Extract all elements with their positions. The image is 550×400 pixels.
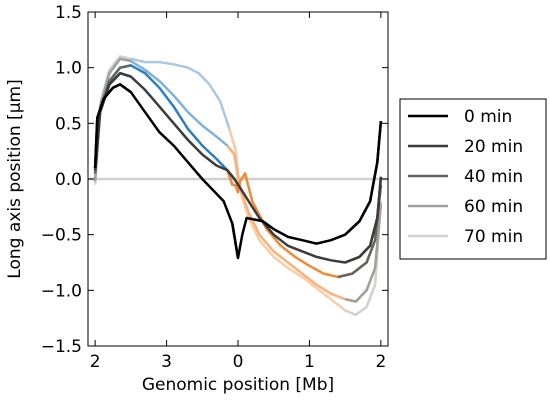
series-line-origin-right [344,203,383,303]
series-line-origin-left [93,83,132,168]
legend-label: 0 min [464,107,512,127]
legend-box [399,98,547,260]
legend-entry-4: 70 min [408,227,523,247]
y-tick-label: 1.0 [55,59,82,79]
legend-entry-2: 40 min [408,167,523,187]
series-line-origin-right [344,120,383,236]
ticks-layer: 2 3 0 1 2 −1.5 −1.0 −0.5 0.0 0.5 1.0 1.5 [41,3,388,372]
series-line-left-arm [93,64,240,193]
x-tick-label: 1 [304,352,315,372]
series-0-min [93,83,383,260]
y-tick-label: 1.5 [55,3,82,23]
legend-label: 20 min [464,137,523,157]
legend-entry-0: 0 min [408,107,512,127]
y-tick-label: −0.5 [41,226,82,246]
series-20-min [93,71,383,264]
y-axis-title: Long axis position [µm] [5,79,25,278]
legend-entry-1: 20 min [408,137,523,157]
series-line-origin-right [344,176,383,264]
x-tick-label: 0 [233,352,244,372]
series-line-left-arm [93,83,240,259]
series-layer [93,55,383,317]
legend-label: 70 min [464,227,523,247]
series-line-origin-left [93,71,132,171]
x-tick-label: 2 [375,352,386,372]
y-tick-label: 0.5 [55,114,82,134]
series-line-right-arm [231,120,383,260]
legend-entry-3: 60 min [408,197,523,217]
legend: 0 min 20 min 40 min 60 min 70 min [399,98,547,260]
y-tick-label: 0.0 [55,170,82,190]
legend-label: 60 min [464,197,523,217]
y-tick-label: −1.0 [41,281,82,301]
legend-label: 40 min [464,167,523,187]
y-tick-label: −1.5 [41,337,82,357]
x-tick-label: 3 [161,352,172,372]
x-axis-title: Genomic position [Mb] [142,375,334,395]
x-tick-label: 2 [90,352,101,372]
